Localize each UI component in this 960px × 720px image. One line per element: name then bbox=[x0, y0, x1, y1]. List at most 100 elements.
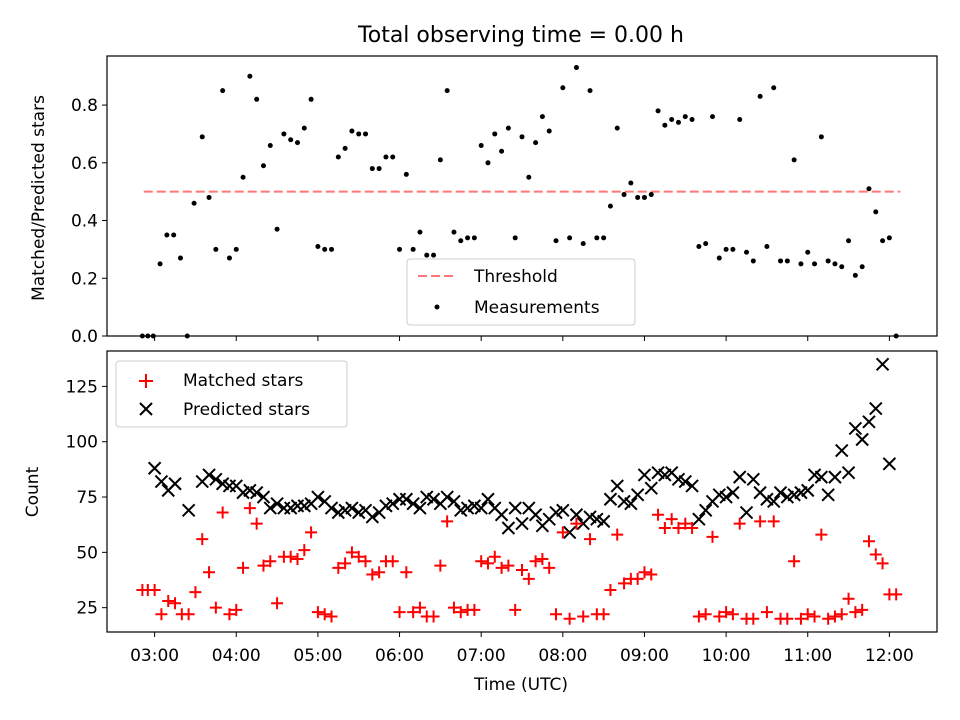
matched-star-point bbox=[597, 608, 610, 621]
measurement-point bbox=[444, 88, 450, 94]
measurement-point bbox=[177, 255, 183, 261]
matched-star-point bbox=[652, 508, 665, 521]
matched-star-point bbox=[720, 606, 733, 619]
matched-star-point bbox=[577, 610, 590, 623]
measurement-point bbox=[451, 229, 457, 235]
matched-star-point bbox=[298, 544, 311, 557]
matched-star-point bbox=[447, 601, 460, 614]
bottom-x-tick-label: 04:00 bbox=[212, 646, 261, 666]
measurement-point bbox=[587, 88, 593, 94]
predicted-star-point bbox=[848, 421, 863, 436]
matched-star-point bbox=[495, 561, 508, 574]
measurement-point bbox=[750, 258, 756, 264]
matched-star-point bbox=[570, 517, 583, 530]
measurement-point bbox=[157, 261, 163, 267]
predicted-star-point bbox=[739, 505, 754, 520]
bottom-y-tick-label: 25 bbox=[76, 599, 98, 619]
matched-star-point bbox=[556, 526, 569, 539]
measurement-point bbox=[655, 108, 661, 114]
measurement-point bbox=[573, 65, 579, 71]
predicted-star-point bbox=[528, 508, 543, 522]
measurement-point bbox=[485, 160, 491, 166]
measurement-point bbox=[308, 96, 314, 102]
measurement-points bbox=[139, 65, 899, 339]
bottom-y-tick-label: 75 bbox=[76, 488, 98, 508]
predicted-star-point bbox=[644, 481, 658, 495]
predicted-star-point bbox=[698, 503, 713, 518]
measurement-point bbox=[716, 255, 722, 261]
measurement-point bbox=[614, 125, 620, 131]
top-chart-title: Total observing time = 0.00 h bbox=[357, 23, 684, 48]
predicted-star-point bbox=[678, 474, 692, 489]
measurement-point bbox=[478, 142, 484, 148]
measurement-point bbox=[567, 235, 573, 241]
measurement-point bbox=[635, 194, 641, 200]
measurement-point bbox=[648, 192, 654, 198]
matched-star-point bbox=[345, 546, 358, 559]
top-y-tick-label: 0.2 bbox=[71, 269, 98, 289]
measurement-point bbox=[553, 238, 559, 244]
matched-star-point bbox=[808, 610, 821, 623]
predicted-star-point bbox=[624, 496, 638, 511]
measurement-point bbox=[818, 134, 824, 140]
predicted-star-point bbox=[630, 488, 645, 502]
measurement-point bbox=[533, 140, 539, 146]
predicted-star-point bbox=[168, 477, 182, 491]
predicted-star-point bbox=[596, 514, 611, 529]
predicted-star-point bbox=[835, 443, 849, 458]
measurement-point bbox=[301, 125, 307, 131]
measurement-point bbox=[220, 88, 226, 94]
bottom-y-tick-label: 50 bbox=[76, 543, 98, 563]
matched-star-point bbox=[454, 606, 467, 619]
predicted-star-point bbox=[270, 496, 284, 511]
measurement-point bbox=[846, 238, 852, 244]
bottom-x-tick-label: 12:00 bbox=[865, 646, 914, 666]
predicted-star-point bbox=[154, 474, 169, 489]
predicted-star-point bbox=[767, 494, 781, 509]
measurement-point bbox=[560, 85, 566, 91]
measurement-point bbox=[662, 122, 668, 128]
matched-star-point bbox=[618, 577, 631, 590]
matched-star-point bbox=[733, 517, 746, 530]
measurement-point bbox=[723, 246, 729, 252]
predicted-star-point bbox=[773, 485, 788, 500]
predicted-star-point bbox=[732, 470, 747, 484]
measurement-point bbox=[458, 238, 464, 244]
predicted-star-point bbox=[386, 496, 400, 511]
measurement-point bbox=[859, 264, 865, 270]
measurement-point bbox=[437, 157, 443, 163]
matched-star-point bbox=[250, 517, 263, 530]
measurement-point bbox=[771, 85, 777, 91]
measurement-point bbox=[471, 235, 477, 241]
matched-star-point bbox=[543, 561, 556, 574]
predicted-star-point bbox=[814, 470, 829, 484]
matched-star-point bbox=[822, 612, 835, 625]
matched-star-point bbox=[332, 561, 345, 574]
predicted-star-point bbox=[345, 501, 359, 515]
matched-star-point bbox=[468, 603, 481, 616]
matched-star-point bbox=[856, 603, 869, 616]
matched-star-point bbox=[536, 552, 549, 565]
predicted-star-point bbox=[801, 483, 815, 498]
top-y-axis-label: Matched/Predicted stars bbox=[29, 95, 49, 301]
predicted-star-point bbox=[855, 432, 869, 447]
measurement-point bbox=[832, 261, 838, 267]
matched-legend-swatch bbox=[139, 374, 153, 388]
measurement-point bbox=[294, 140, 300, 146]
matched-star-point bbox=[475, 555, 488, 568]
measurement-point bbox=[539, 114, 545, 120]
measurement-point bbox=[240, 174, 246, 180]
measurement-point bbox=[390, 154, 396, 160]
predicted-star-point bbox=[181, 503, 196, 518]
measurement-point bbox=[526, 174, 532, 180]
predicted-star-point bbox=[447, 494, 461, 509]
matched-star-point bbox=[393, 606, 406, 619]
measurement-point bbox=[744, 249, 750, 255]
measurement-point bbox=[519, 134, 525, 140]
measurement-point bbox=[254, 96, 260, 102]
predicted-star-point bbox=[508, 501, 522, 515]
matched-star-point bbox=[706, 530, 719, 543]
bottom-x-axis-label: Time (UTC) bbox=[473, 675, 568, 695]
matched-star-point bbox=[529, 555, 542, 568]
bottom-y-axis-label: Count bbox=[23, 466, 43, 517]
